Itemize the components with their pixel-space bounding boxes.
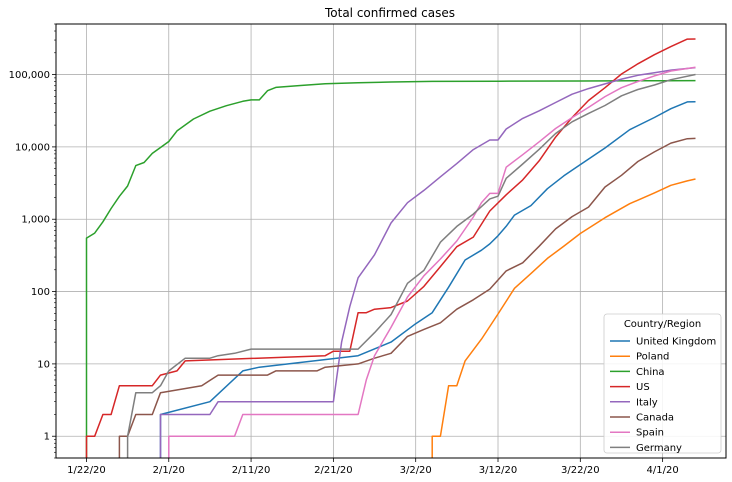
legend-label: Spain (636, 428, 664, 439)
legend-label: Canada (636, 413, 674, 424)
y-tick-label: 100 (31, 287, 50, 298)
series-line-poland (431, 178, 696, 458)
series-line-spain (168, 66, 696, 458)
legend-label: China (636, 367, 665, 378)
series-line-canada (118, 137, 696, 458)
legend-label: Poland (636, 352, 669, 363)
x-tick-label: 4/1/20 (647, 465, 679, 476)
x-tick-label: 3/2/20 (400, 465, 432, 476)
x-tick-label: 2/1/20 (153, 465, 185, 476)
x-tick-label: 2/21/20 (314, 465, 353, 476)
axis-ticks: 1/22/20 2/1/20 2/11/20 2/21/20 3/2/20 3/12/20… (9, 23, 679, 476)
series-line-united-kingdom (159, 101, 696, 458)
grid-lines (56, 24, 726, 458)
series-line-us (85, 38, 696, 458)
chart-title: Total confirmed cases (324, 6, 455, 20)
series-line-italy (159, 66, 696, 458)
legend-label: Italy (636, 397, 658, 408)
x-tick-label: 3/22/20 (561, 465, 600, 476)
legend-label: US (636, 382, 650, 393)
legend-title: Country/Region (624, 319, 701, 330)
y-tick-label: 1 (44, 432, 50, 443)
legend: Country/Region United Kingdom Poland China U… (603, 313, 722, 454)
series-line-china (85, 79, 696, 458)
y-tick-label: 1,000 (21, 215, 50, 226)
y-tick-label: 100,000 (9, 70, 50, 81)
x-tick-label: 3/12/20 (479, 465, 518, 476)
series-line-germany (126, 73, 696, 458)
legend-label: United Kingdom (636, 337, 716, 348)
y-tick-label: 10,000 (15, 142, 50, 153)
series-lines (85, 38, 696, 458)
x-tick-label: 1/22/20 (67, 465, 106, 476)
plot-frame (55, 23, 727, 459)
y-tick-label: 10 (37, 359, 50, 370)
x-tick-label: 2/11/20 (232, 465, 271, 476)
legend-box (603, 313, 722, 454)
legend-label: Germany (636, 443, 682, 454)
